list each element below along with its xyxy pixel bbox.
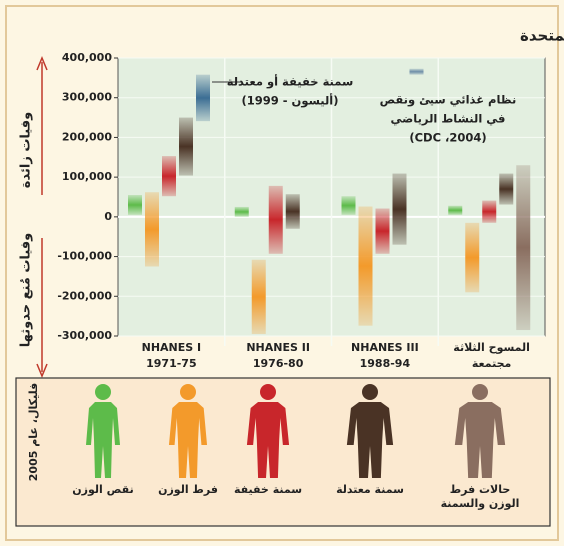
y-label-lower: وفيات مُنع حدوثها [19, 233, 34, 347]
x-tick-label: مجتمعة [472, 357, 511, 370]
y-tick-label: 0 [104, 210, 112, 223]
x-tick-label: NHANES II [246, 341, 310, 354]
range-bar [358, 206, 373, 326]
legend-label: حالات فرط الوزن والسمنة [440, 483, 520, 510]
figure-body [454, 402, 506, 478]
figure-body [168, 402, 208, 478]
range-bar [179, 117, 193, 176]
legend-figure [246, 384, 290, 478]
range-bar [285, 194, 300, 229]
range-bar [268, 185, 283, 254]
range-bar [499, 173, 514, 205]
range-bar [251, 259, 266, 335]
figure-body [246, 402, 290, 478]
x-tick-label: NHANES III [351, 341, 419, 354]
range-bar [392, 173, 407, 245]
y-label-upper: وفيات زائدة [19, 112, 34, 188]
range-bar [145, 192, 159, 267]
y-tick-label: -200,000 [57, 289, 112, 302]
legend-figure [168, 384, 208, 478]
y-tick-label: 300,000 [62, 91, 112, 104]
annotation-text: سمنة خفيفة أو معتدلة [227, 74, 354, 90]
legend-label: سمنة خفيفة [233, 483, 303, 496]
y-tick-label: 200,000 [62, 130, 112, 143]
range-bar [448, 205, 463, 215]
x-tick-label: 1988-94 [360, 357, 411, 370]
range-bar [482, 200, 497, 223]
figure-body [346, 402, 394, 478]
legend-label: سمنة معتدلة [336, 483, 404, 496]
figure-head [362, 384, 378, 400]
y-tick-label: 400,000 [62, 51, 112, 64]
x-tick-label: 1971-75 [146, 357, 197, 370]
y-tick-label: -100,000 [57, 250, 112, 263]
figure-head [95, 384, 111, 400]
legend-figure [86, 384, 120, 478]
range-bar [162, 156, 176, 197]
y-tick-label: 100,000 [62, 170, 112, 183]
range-bar [409, 68, 424, 75]
legend-label: فرط الوزن [158, 483, 218, 496]
range-bar [465, 222, 480, 293]
arrow-head [36, 363, 48, 378]
range-bar [516, 165, 531, 331]
legend-label: نقص الوزن [72, 483, 134, 496]
figure-head [180, 384, 196, 400]
x-tick-label: 1976-80 [253, 357, 304, 370]
legend-figure [346, 384, 394, 478]
legend-figure [454, 384, 506, 478]
range-bar [128, 195, 142, 215]
y-tick-label: -300,000 [57, 329, 112, 342]
range-bar [375, 208, 390, 254]
range-bar [196, 74, 210, 122]
arrow-head [36, 56, 48, 71]
annotation-text: في النشاط الرياضي [391, 112, 506, 126]
frame [5, 5, 559, 541]
x-tick-label: NHANES I [142, 341, 202, 354]
x-tick-label: المسوح الثلاثة [453, 341, 530, 354]
annotation-text: (أليسون - 1999) [242, 93, 339, 109]
range-bar [234, 206, 249, 217]
annotation-text: نظام غذائي سيئ ونقص [380, 93, 517, 108]
chart-title: معدل الوفيات السنوي المرتبط بالوزن في ال… [520, 27, 564, 46]
annotation-text: (CDC ،2004) [409, 131, 486, 145]
range-bar [341, 196, 356, 215]
figure-body [86, 402, 120, 478]
figure-head [472, 384, 488, 400]
figure-head [260, 384, 276, 400]
source: فليكال، عام 2005 [27, 383, 40, 481]
